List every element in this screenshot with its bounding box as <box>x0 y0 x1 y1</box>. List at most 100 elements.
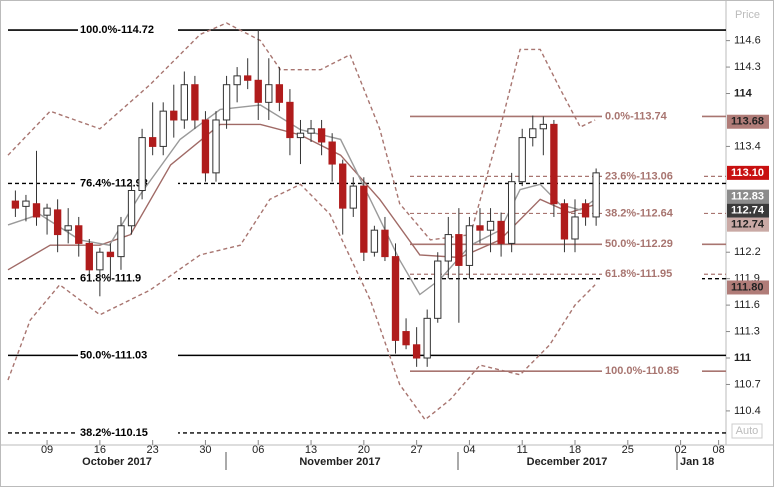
x-tick-label: 30 <box>199 444 211 456</box>
candle-body <box>476 225 484 231</box>
y-tick-label: 114.3 <box>734 61 761 73</box>
month-label: December 2017 <box>527 456 608 468</box>
fib-label: 100.0%-110.85 <box>605 365 679 377</box>
fib-label: 0.0%-113.74 <box>605 110 668 122</box>
price-marker-label: 112.74 <box>731 219 765 231</box>
auto-scale-button[interactable] <box>731 423 763 439</box>
candle-body <box>265 84 273 103</box>
candle-body <box>233 75 241 86</box>
price-marker <box>727 280 769 295</box>
candle-body <box>53 209 62 236</box>
candle-body <box>85 242 93 271</box>
fib-label: 38.2%-112.64 <box>605 207 674 219</box>
candle-body <box>560 203 569 240</box>
candle-body <box>117 225 125 258</box>
fib-label-bg <box>78 177 178 190</box>
fib-label-bg <box>78 272 178 285</box>
candle-body <box>486 220 495 231</box>
price-marker-label: 113.10 <box>731 167 764 179</box>
y-tick-label: 112.2 <box>734 246 761 258</box>
candle-body <box>148 137 157 147</box>
indicator-line <box>7 183 596 421</box>
candle-body <box>127 189 136 227</box>
candle-body <box>43 207 51 216</box>
candle-body <box>539 123 548 130</box>
fib-label: 61.8%-111.95 <box>605 268 672 280</box>
month-label: October 2017 <box>82 456 152 468</box>
candle-body <box>497 220 505 244</box>
candle-body <box>328 141 336 165</box>
price-marker-label: 111.80 <box>731 281 763 293</box>
candle-body <box>455 234 463 266</box>
candle-body <box>11 200 20 209</box>
candle-body <box>254 79 262 103</box>
candle-body <box>317 128 326 143</box>
auto-scale-label[interactable]: Auto <box>736 425 759 437</box>
candle-body <box>244 75 252 81</box>
candle-body <box>465 225 474 266</box>
candle-body <box>222 84 231 121</box>
y-tick-label: 114.6 <box>734 35 761 47</box>
candle-body <box>360 185 368 253</box>
fib-label-bg <box>602 207 702 220</box>
candle-body <box>212 119 220 174</box>
price-marker <box>727 165 769 180</box>
fib-label-bg <box>78 24 178 37</box>
fib-label-bg <box>602 268 702 281</box>
indicator-line <box>7 123 596 271</box>
fib-label: 50.0%-112.29 <box>605 238 673 250</box>
y-tick-label: 110.7 <box>734 378 761 390</box>
fib-label: 50.0%-111.03 <box>80 349 147 361</box>
candle-body <box>32 203 41 218</box>
x-tick-label: 06 <box>252 444 264 456</box>
candle-body <box>106 251 115 258</box>
candle-body <box>138 137 146 191</box>
month-label: Jan 18 <box>680 456 714 468</box>
fib-label-bg <box>602 110 702 123</box>
candle-body <box>571 216 579 240</box>
candle-body <box>444 234 452 262</box>
price-marker <box>727 203 769 218</box>
price-marker-label: 112.74 <box>731 205 765 217</box>
candle-body <box>96 251 104 271</box>
price-marker <box>727 189 769 204</box>
candle-body <box>592 172 600 218</box>
price-marker <box>727 114 769 129</box>
y-tick-label: 111 <box>734 352 751 364</box>
x-tick-label: 02 <box>674 444 686 456</box>
candle-body <box>64 225 72 231</box>
fib-label-bg <box>602 365 702 378</box>
x-tick-label: 27 <box>411 444 423 456</box>
candle-body <box>180 84 188 121</box>
x-tick-label: 11 <box>517 444 528 456</box>
candle-body <box>370 229 379 253</box>
candle-body <box>402 331 410 346</box>
fib-label-bg <box>602 238 702 251</box>
y-tick-label: 111.3 <box>734 325 760 337</box>
candle-body <box>581 203 590 218</box>
fib-label: 23.6%-113.06 <box>605 170 673 182</box>
candle-body <box>286 101 294 139</box>
x-tick-label: 09 <box>41 444 53 456</box>
price-marker <box>727 217 769 232</box>
y-tick-label: 114 <box>734 87 753 99</box>
candle-body <box>275 84 284 103</box>
candle-body <box>191 84 199 121</box>
candle-body <box>349 185 357 209</box>
y-axis-title: Price <box>735 9 760 21</box>
candle-body <box>307 128 315 134</box>
x-tick-label: 18 <box>569 444 581 456</box>
indicator-line <box>7 22 596 241</box>
x-tick-label: 20 <box>358 444 370 456</box>
x-tick-label: 16 <box>94 444 106 456</box>
candle-body <box>170 110 178 121</box>
x-tick-label: 23 <box>147 444 159 456</box>
x-tick-label: 25 <box>622 444 634 456</box>
fib-label-bg <box>78 426 178 439</box>
candle-body <box>201 119 210 174</box>
fib-label: 76.4%-112.98 <box>80 177 148 189</box>
candle-body <box>22 200 30 207</box>
candle-body <box>159 110 167 147</box>
candle-body <box>412 344 421 359</box>
